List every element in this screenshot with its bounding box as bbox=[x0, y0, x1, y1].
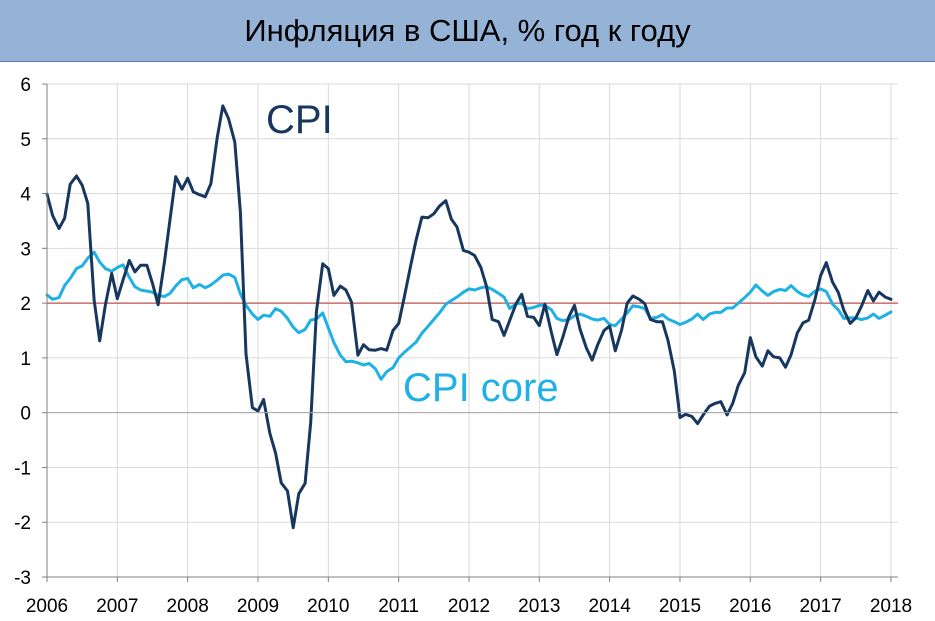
x-tick-label: 2006 bbox=[26, 596, 68, 617]
y-tick-label: -2 bbox=[14, 513, 31, 534]
y-tick-label: 3 bbox=[20, 239, 31, 260]
y-tick-label: 1 bbox=[20, 349, 31, 370]
series-layer bbox=[45, 104, 893, 530]
cpi-series-line bbox=[45, 104, 893, 530]
chart-title: Инфляция в США, % год к году bbox=[244, 12, 691, 48]
x-tick-label: 2009 bbox=[237, 596, 279, 617]
chart-title-bar: Инфляция в США, % год к году bbox=[0, 0, 935, 62]
x-tick-label: 2007 bbox=[96, 596, 138, 617]
x-tick-label: 2011 bbox=[378, 596, 419, 617]
x-tick-label: 2014 bbox=[589, 596, 632, 617]
x-tick-label: 2018 bbox=[870, 596, 912, 617]
x-tick-label: 2010 bbox=[307, 596, 349, 617]
y-tick-label: 6 bbox=[20, 75, 31, 96]
x-tick-label: 2016 bbox=[729, 596, 771, 617]
x-tick-label: 2008 bbox=[167, 596, 209, 617]
y-tick-label: 4 bbox=[20, 185, 31, 206]
x-tick-label: 2013 bbox=[518, 596, 560, 617]
cpi-core-series-line bbox=[45, 250, 893, 381]
x-tick-label: 2015 bbox=[659, 596, 701, 617]
series-label-cpi: CPI bbox=[266, 98, 333, 142]
y-tick-label: 5 bbox=[20, 130, 31, 151]
axes bbox=[42, 83, 898, 582]
y-tick-label: -3 bbox=[14, 568, 31, 589]
tick-labels: 6 5 4 3 2 1 0 -1 -2 -3 2006 2007 2008 2009 2010 2011 201… bbox=[14, 75, 912, 617]
inflation-line-chart: 6 5 4 3 2 1 0 -1 -2 -3 2006 2007 2008 2009 2010 2011 201… bbox=[14, 75, 912, 617]
x-tick-label: 2012 bbox=[448, 596, 490, 617]
series-label-cpi-core: CPI core bbox=[403, 366, 559, 410]
x-tick-label: 2017 bbox=[799, 596, 841, 617]
grid bbox=[46, 83, 898, 578]
y-tick-label: 0 bbox=[20, 404, 31, 425]
y-tick-label: 2 bbox=[20, 294, 31, 315]
y-tick-label: -1 bbox=[14, 458, 31, 479]
